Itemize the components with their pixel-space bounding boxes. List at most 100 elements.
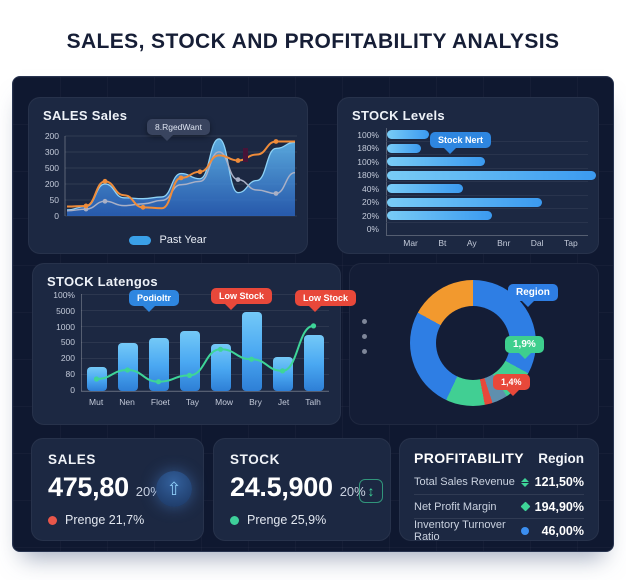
sort-arrows-icon xyxy=(518,477,532,487)
stock-level-bar xyxy=(387,157,486,166)
x-tick-label: Tay xyxy=(185,397,200,407)
sales-kpi-card: SALES 475,80 20% Prenge 21,7% ⇧ xyxy=(31,438,204,541)
y-tick-label: 20% xyxy=(361,210,379,221)
y-tick-label: 200 xyxy=(44,179,59,189)
metric-value: 46,00% xyxy=(541,523,584,538)
region-badge: Region xyxy=(508,284,558,307)
y-tick-label: 40% xyxy=(361,183,379,194)
profitability-rows: Total Sales Revenue 121,50% Net Profit M… xyxy=(414,470,584,543)
stock-latengos-panel: STOCK Latengos 100% 5000 1000 500 200 80 0 Mut… xyxy=(32,263,357,425)
dashboard: SALES Sales 200 300 500 200 50 0 8.RgedWant P… xyxy=(12,76,614,552)
x-tick-label: Ay xyxy=(466,238,477,248)
y-tick-label: 500 xyxy=(44,163,59,173)
y-tick-label: 500 xyxy=(60,337,75,348)
sales-legend: Past Year xyxy=(29,234,307,246)
bar-row: 0% xyxy=(350,222,588,236)
region-donut-panel: Region 1,9% 1,4% xyxy=(349,263,599,425)
x-tick-label: Bnr xyxy=(497,238,511,248)
stock-kpi-value: 24.5,900 xyxy=(230,472,333,502)
bar-row: 40% xyxy=(350,182,588,196)
stock-levels-x-axis: Mar Bt Ay Bnr Dal Tap xyxy=(393,238,588,248)
y-tick-label: 180% xyxy=(357,143,379,154)
green-dot-icon xyxy=(230,515,239,525)
y-tick-label: 0% xyxy=(366,224,379,235)
y-tick-label: 200 xyxy=(44,131,59,141)
sales-tooltip: 8.RgedWant xyxy=(147,119,210,141)
blue-dot-icon xyxy=(518,526,532,535)
stock-level-bar xyxy=(387,197,542,207)
table-row: Total Sales Revenue 121,50% xyxy=(414,470,584,494)
arrow-up-icon: ⇧ xyxy=(166,479,182,499)
x-tick-label: Dal xyxy=(530,238,544,248)
y-tick-label: 0 xyxy=(70,384,75,395)
arrow-up-down-icon: ↕ xyxy=(367,483,375,499)
latengos-bar xyxy=(303,334,324,391)
latengos-bar xyxy=(272,357,293,391)
stock-levels-rows: 100% 180% 100% 180% 40% 20% 20% 0% xyxy=(350,128,597,236)
stock-level-bar xyxy=(387,143,422,153)
stock-level-bar xyxy=(387,170,597,180)
legend-label-past-year: Past Year xyxy=(159,234,207,246)
metric-value: 121,50% xyxy=(534,475,584,489)
sales-y-axis: 200 300 500 200 50 0 xyxy=(33,131,59,221)
sales-kpi-subtext: Prenge 21,7% xyxy=(65,513,145,527)
y-tick-label: 5000 xyxy=(56,305,75,316)
y-tick-label: 80 xyxy=(65,369,75,380)
y-tick-label: 20% xyxy=(361,197,379,208)
x-tick-label: Talh xyxy=(305,397,321,407)
low-stock-tooltip-1: Low Stock xyxy=(211,288,273,310)
latengos-bar xyxy=(241,312,262,391)
metric-name: Inventory Turnover Ratio xyxy=(414,518,506,543)
arrow-up-down-button[interactable]: ↕ xyxy=(359,479,383,503)
sales-chart-title: SALES Sales xyxy=(43,108,128,123)
low-stock-tooltip-2: Low Stock xyxy=(295,290,357,312)
stock-alert-tooltip: Stock Nert xyxy=(430,132,492,154)
profitability-card: PROFITABILITY Region Total Sales Revenue… xyxy=(399,438,599,543)
latengos-x-axis: Mut Nen Floet Tay Mow Bry Jet Talh xyxy=(81,397,329,407)
arrow-up-circle-button[interactable]: ⇧ xyxy=(156,471,192,507)
bar-row: 100% xyxy=(350,155,588,169)
bar-row: 180% xyxy=(350,141,588,155)
bar-row: 20% xyxy=(350,209,588,223)
stock-kpi-subtext: Prenge 25,9% xyxy=(247,513,327,527)
y-tick-label: 0 xyxy=(54,211,59,221)
stock-level-bar xyxy=(387,211,492,220)
x-tick-label: Mow xyxy=(215,397,234,407)
cursor-mark xyxy=(243,148,248,162)
bar-row: 20% xyxy=(350,195,588,209)
podioltr-tooltip: Podioltr xyxy=(129,290,179,312)
drag-handle-dots[interactable] xyxy=(362,319,367,354)
x-tick-label: Mar xyxy=(403,238,418,248)
x-tick-label: Jet xyxy=(277,397,290,407)
y-tick-label: 1000 xyxy=(56,321,75,332)
latengos-line xyxy=(93,323,317,385)
table-row: Net Profit Margin 194,90% xyxy=(414,494,584,518)
y-tick-label: 100% xyxy=(53,290,75,300)
latengos-bar xyxy=(210,344,231,391)
page-title: SALES, STOCK AND PROFITABILITY ANALYSIS xyxy=(66,30,560,53)
stock-levels-panel: STOCK Levels 100% 180% 100% 180% 40% 20% 20% 0%… xyxy=(337,97,599,254)
y-tick-label: 50 xyxy=(49,195,59,205)
metric-value: 194,90% xyxy=(534,499,584,514)
red-dot-icon xyxy=(48,515,57,525)
sales-plot xyxy=(64,135,297,217)
sales-kpi-percent: 20% xyxy=(135,484,162,499)
x-tick-label: Mut xyxy=(89,397,104,407)
y-tick-label: 300 xyxy=(44,147,59,157)
metric-name: Net Profit Margin xyxy=(414,500,497,513)
red-percent-badge: 1,4% xyxy=(493,374,530,396)
stock-level-bar xyxy=(387,130,430,139)
legend-swatch-past-year xyxy=(129,235,152,245)
y-tick-label: 100% xyxy=(357,156,379,167)
latengos-bar xyxy=(149,337,170,391)
x-tick-label: Bry xyxy=(249,397,262,407)
x-tick-label: Floet xyxy=(150,397,170,407)
y-tick-label: 180% xyxy=(357,170,379,181)
stock-kpi-card: STOCK 24.5,900 20% Prenge 25,9% ↕ xyxy=(213,438,391,541)
sales-chart-panel: SALES Sales 200 300 500 200 50 0 8.RgedWant P… xyxy=(28,97,308,254)
x-tick-label: Nen xyxy=(119,397,135,407)
donut-hole xyxy=(436,306,510,380)
y-tick-label: 200 xyxy=(60,353,75,364)
sales-kpi-label: SALES xyxy=(48,452,97,467)
x-tick-label: Tap xyxy=(564,238,578,248)
